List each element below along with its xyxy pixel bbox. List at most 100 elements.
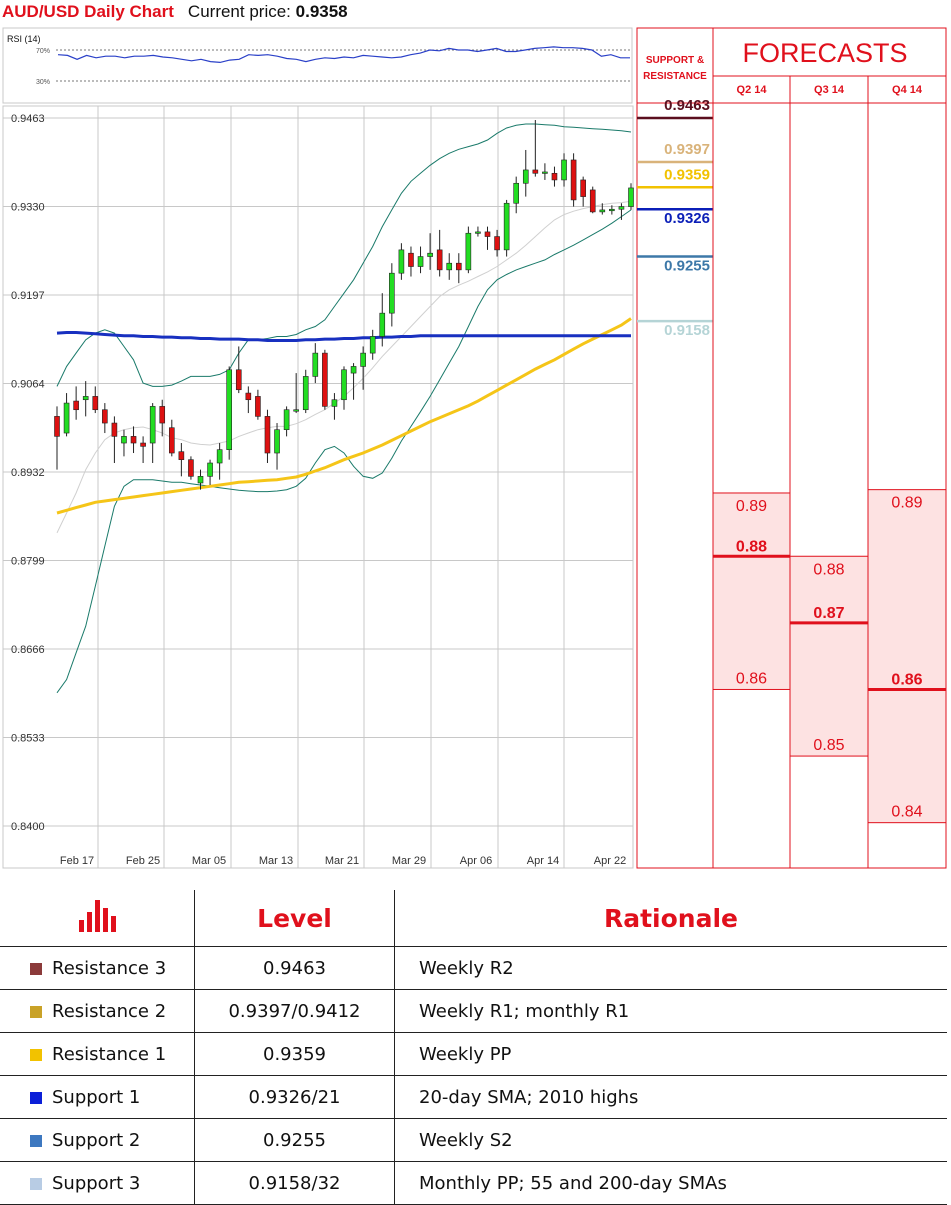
candle-body: [561, 159, 567, 181]
candle: [561, 153, 567, 187]
level-value: 0.9326/21: [194, 1075, 395, 1119]
candle: [73, 386, 79, 420]
candle-body: [609, 208, 615, 212]
candle-body: [341, 369, 347, 401]
candle-body: [427, 252, 433, 257]
forecast-columns: Q2 14 0.89 0.88 0.86 Q3 14 0.88 0.87 0.85 Q4 14 0…: [712, 84, 947, 824]
candle: [465, 226, 472, 274]
candle: [570, 153, 577, 207]
candle-body: [216, 449, 223, 464]
level-color-swatch: [30, 1048, 42, 1061]
candle: [379, 293, 386, 347]
candle: [609, 205, 615, 215]
candle-body: [532, 169, 539, 174]
candle-body: [178, 451, 185, 460]
candle-body: [111, 422, 118, 437]
candle-body: [207, 462, 213, 477]
candle-body: [73, 400, 79, 411]
candle-body: [140, 442, 146, 447]
candle-body: [322, 352, 328, 407]
support-resistance-panel: SUPPORT & RESISTANCE 0.94630.93970.93590…: [636, 27, 714, 869]
level-color-swatch: [30, 1091, 42, 1104]
candle-body: [159, 406, 166, 424]
level-color-swatch: [30, 962, 42, 975]
candle-body: [169, 427, 175, 454]
sr-level-label: 0.9359: [664, 166, 710, 183]
candle: [293, 373, 299, 414]
candle: [245, 386, 252, 414]
level-name: Resistance 1: [52, 1043, 167, 1065]
candle-body: [513, 182, 520, 204]
candle: [360, 346, 366, 390]
x-tick-label: Feb 25: [126, 855, 160, 867]
level-color-swatch: [30, 1134, 42, 1147]
y-tick-label: 0.8666: [11, 644, 45, 656]
forecast-column-label: Q4 14: [892, 84, 923, 96]
candle-body: [255, 396, 261, 417]
candle: [235, 346, 242, 394]
candle: [130, 426, 137, 454]
candle-body: [197, 476, 204, 484]
candlesticks: [54, 119, 634, 490]
chart-title: AUD/USD Daily Chart: [2, 2, 174, 21]
x-tick-label: Feb 17: [60, 855, 94, 867]
y-tick-label: 0.9064: [11, 379, 45, 391]
candle: [408, 246, 414, 277]
candle: [178, 443, 185, 477]
candle-body: [503, 202, 510, 251]
candle: [427, 233, 433, 270]
candle-body: [379, 312, 386, 337]
x-tick-label: Apr 22: [594, 855, 626, 867]
level-value: 0.9158/32: [194, 1161, 395, 1205]
rsi-line: [57, 46, 630, 64]
sr-levels: 0.9463 0.9397 0.9359 0.9326 0.9255 0.9158: [637, 97, 713, 339]
candle-body: [312, 352, 319, 377]
level-rationale: Weekly PP: [394, 1032, 947, 1076]
candle: [628, 183, 634, 210]
level-rationale: Monthly PP; 55 and 200-day SMAs: [394, 1161, 947, 1205]
candle: [197, 469, 204, 490]
candle: [417, 246, 424, 274]
candle-body: [408, 252, 414, 267]
candle-body: [149, 406, 156, 444]
candle-body: [522, 169, 529, 184]
rsi-label: RSI (14): [7, 34, 41, 44]
candle-body: [226, 369, 232, 450]
forecast-column-label: Q3 14: [814, 84, 845, 96]
candle: [580, 176, 586, 207]
chart-canvas: RSI (14) 70% 30% 0.9463 0.9330 0.9197 0.906…: [2, 27, 947, 869]
candle-body: [283, 409, 290, 431]
table-row: Resistance 1 0.9359 Weekly PP: [0, 1032, 947, 1076]
candle-body: [465, 232, 472, 271]
candle-body: [455, 262, 462, 271]
candle: [216, 443, 223, 480]
candle-body: [484, 231, 491, 237]
table-row: Resistance 3 0.9463 Weekly R2: [0, 946, 947, 990]
sr-level-label: 0.9158: [664, 322, 710, 339]
candle: [140, 436, 146, 464]
candle: [111, 416, 118, 464]
x-tick-label: Apr 06: [460, 855, 492, 867]
candle: [446, 253, 453, 280]
candle-body: [628, 187, 634, 207]
forecast-high-label: 0.88: [813, 561, 844, 578]
candle: [599, 203, 606, 215]
candle: [255, 389, 261, 420]
level-name-cell: Support 1: [0, 1075, 195, 1119]
candle-body: [82, 396, 89, 401]
candle-body: [389, 272, 395, 314]
sr-level-label: 0.9397: [664, 141, 710, 158]
candle: [455, 253, 462, 284]
candle: [350, 363, 357, 400]
candle: [274, 423, 280, 470]
forecast-low-label: 0.85: [813, 737, 844, 754]
level-value: 0.9397/0.9412: [194, 989, 395, 1033]
rsi-level-high: 70%: [36, 48, 50, 55]
level-name: Support 1: [52, 1086, 141, 1108]
candle: [589, 186, 596, 214]
y-tick-label: 0.8533: [11, 733, 45, 745]
candle-body: [618, 206, 625, 210]
candle: [63, 393, 70, 437]
candle: [159, 399, 166, 437]
candle: [484, 226, 491, 250]
